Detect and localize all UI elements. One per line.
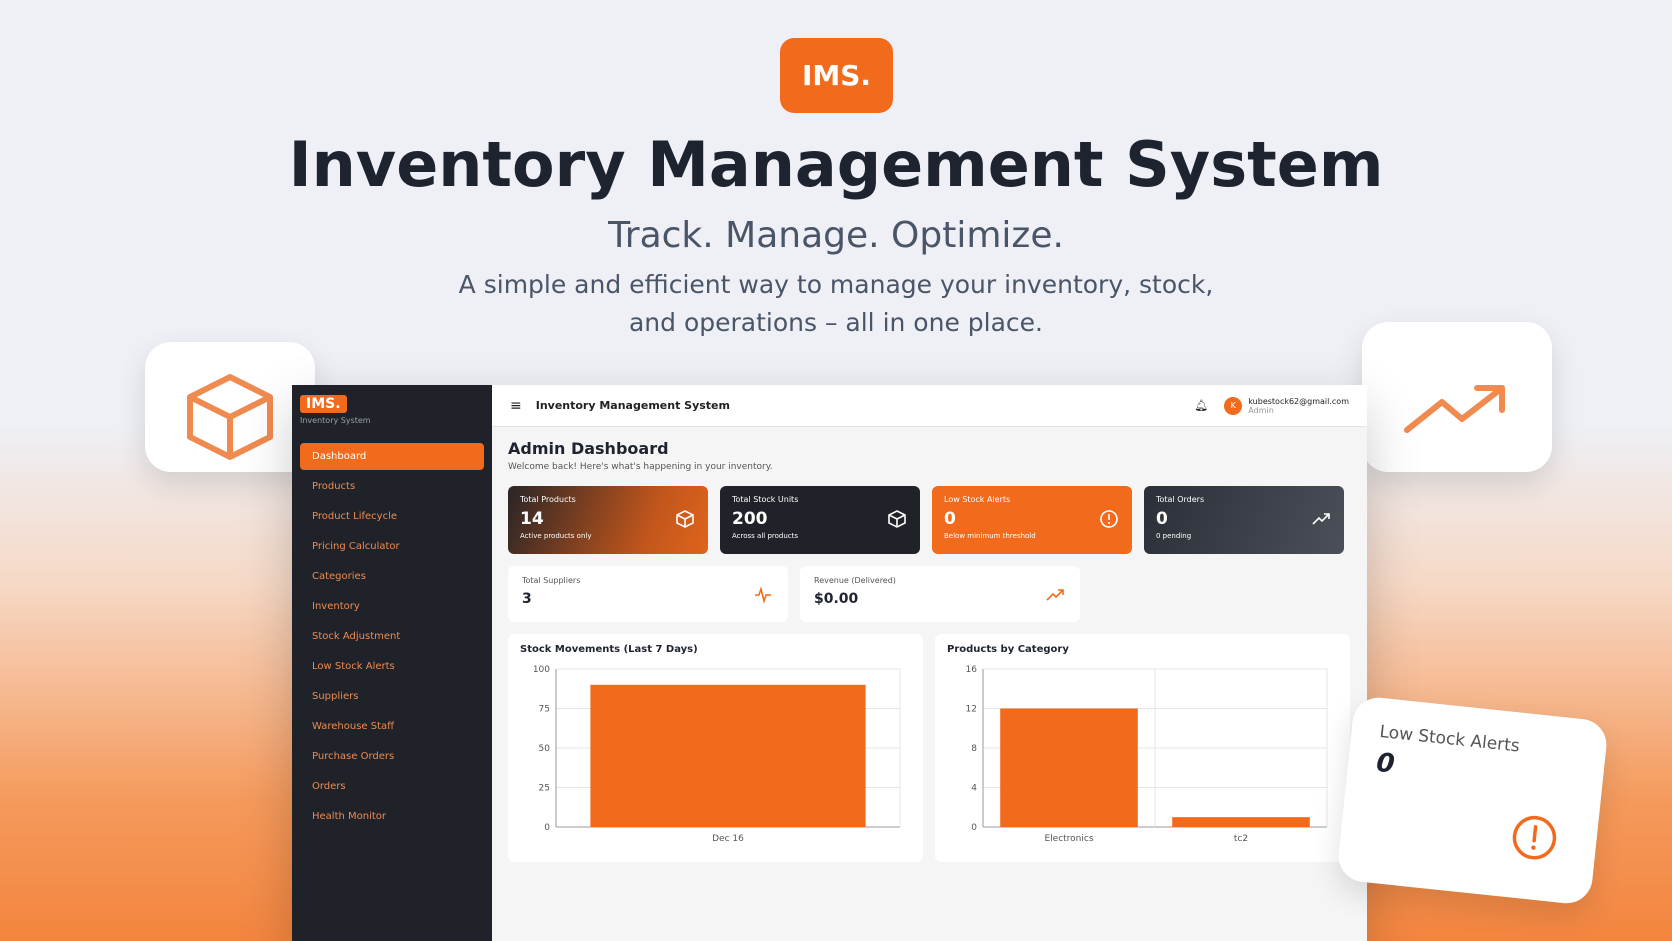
stat-card: Low Stock Alerts 0 Below minimum threshold bbox=[932, 486, 1132, 554]
stat-value: 0 bbox=[1156, 509, 1168, 529]
stat-icon bbox=[888, 510, 906, 528]
chart: 0 4 8 12 16 Electronics tc2 bbox=[966, 665, 1328, 844]
bell-icon[interactable]: 🔔︎ bbox=[1194, 399, 1209, 412]
y-tick-label: 8 bbox=[971, 744, 977, 754]
stat-note: Across all products bbox=[732, 532, 799, 540]
description: A simple and efficient way to manage you… bbox=[458, 270, 1214, 299]
box-card bbox=[145, 342, 315, 472]
box-icon bbox=[187, 374, 273, 460]
y-tick-label: 16 bbox=[966, 665, 978, 675]
stat-icon bbox=[676, 510, 694, 528]
stat-icon bbox=[1312, 513, 1330, 525]
stat-value: $0.00 bbox=[814, 591, 859, 607]
topbar: ≡ Inventory Management System 🔔︎ K kubes… bbox=[492, 385, 1367, 427]
stat-card: Total Stock Units 200 Across all products bbox=[720, 486, 920, 554]
dashboard-title: Admin Dashboard bbox=[508, 439, 669, 458]
user-email: kubestock62@gmail.com bbox=[1248, 396, 1349, 406]
chart: 0 25 50 75 100 Dec 16 bbox=[533, 665, 901, 844]
x-tick-label: tc2 bbox=[1234, 834, 1248, 844]
stat-note: Active products only bbox=[520, 532, 592, 540]
nav-item[interactable]: Product Lifecycle bbox=[312, 511, 398, 522]
y-tick-label: 0 bbox=[544, 823, 550, 833]
y-tick-label: 100 bbox=[533, 665, 550, 675]
tagline: Track. Manage. Optimize. bbox=[608, 215, 1064, 256]
trend-card bbox=[1362, 322, 1552, 472]
stat-label: Revenue (Delivered) bbox=[814, 576, 896, 585]
user-role: Admin bbox=[1248, 405, 1274, 415]
stat-icon bbox=[1100, 510, 1118, 528]
stat-note: 0 pending bbox=[1156, 532, 1192, 540]
menu-icon[interactable]: ≡ bbox=[510, 397, 522, 414]
secondary-stat-card: Revenue (Delivered) $0.00 bbox=[800, 566, 1080, 622]
nav-item[interactable]: Products bbox=[312, 481, 356, 492]
stat-label: Total Stock Units bbox=[732, 495, 799, 504]
bar bbox=[1000, 708, 1138, 827]
stat-label: Total Suppliers bbox=[522, 576, 581, 585]
welcome-text: Welcome back! Here's what's happening in… bbox=[508, 462, 773, 472]
bar bbox=[1172, 817, 1310, 827]
chart-card: Stock Movements (Last 7 Days) 0 25 50 75 100 D… bbox=[508, 634, 923, 862]
nav-item[interactable]: Purchase Orders bbox=[312, 751, 395, 762]
nav-item[interactable]: Health Monitor bbox=[312, 811, 387, 822]
x-tick-label: Electronics bbox=[1044, 834, 1093, 844]
logo: IMS. bbox=[780, 38, 893, 113]
sidebar: IMS. Inventory System Dashboard Products P… bbox=[292, 385, 492, 941]
stat-label: Total Products bbox=[520, 495, 576, 504]
stat-label: Low Stock Alerts bbox=[944, 495, 1011, 504]
stat-card: Total Orders 0 0 pending bbox=[1144, 486, 1344, 554]
alert-icon bbox=[1512, 815, 1557, 860]
y-tick-label: 12 bbox=[966, 705, 977, 715]
sidebar-subtitle: Inventory System bbox=[300, 416, 371, 425]
stat-value: 0 bbox=[944, 509, 956, 529]
stat-icon bbox=[755, 586, 771, 604]
nav-item[interactable]: Low Stock Alerts bbox=[312, 661, 395, 672]
nav-item[interactable]: Stock Adjustment bbox=[312, 631, 401, 642]
stat-value: 3 bbox=[522, 591, 532, 607]
nav-item[interactable]: Categories bbox=[312, 571, 366, 582]
nav-item[interactable]: Warehouse Staff bbox=[312, 721, 395, 732]
chart-title: Products by Category bbox=[947, 644, 1069, 655]
chart-title: Stock Movements (Last 7 Days) bbox=[520, 644, 698, 655]
nav-item[interactable]: Dashboard bbox=[300, 443, 484, 470]
nav-item[interactable]: Orders bbox=[312, 781, 346, 792]
low-stock-card: Low Stock Alerts 0 bbox=[1336, 695, 1609, 906]
stat-icon bbox=[1046, 589, 1064, 601]
topbar-title: Inventory Management System bbox=[535, 399, 730, 412]
avatar[interactable]: K bbox=[1224, 396, 1243, 415]
secondary-stat-card: Total Suppliers 3 bbox=[508, 566, 788, 622]
stat-label: Total Orders bbox=[1156, 495, 1205, 504]
y-tick-label: 4 bbox=[971, 784, 977, 794]
y-tick-label: 75 bbox=[539, 705, 550, 715]
stat-value: 14 bbox=[520, 509, 544, 529]
y-tick-label: 50 bbox=[539, 744, 551, 754]
stat-note: Below minimum threshold bbox=[944, 532, 1036, 540]
bar bbox=[590, 684, 866, 827]
x-tick-label: Dec 16 bbox=[712, 834, 744, 844]
low-stock-value: 0 bbox=[1374, 747, 1396, 780]
trend-icon bbox=[1404, 385, 1505, 433]
hero-title: Inventory Management System bbox=[288, 128, 1384, 201]
low-stock-label: Low Stock Alerts bbox=[1378, 721, 1521, 757]
dashboard-window: IMS. Inventory System Dashboard Products P… bbox=[292, 385, 1367, 941]
chart-card: Products by Category 0 4 8 12 16 Electronics tc… bbox=[935, 634, 1350, 862]
nav-item[interactable]: Pricing Calculator bbox=[312, 541, 400, 552]
stat-card: Total Products 14 Active products only bbox=[508, 486, 708, 554]
nav-item[interactable]: Suppliers bbox=[312, 691, 359, 702]
description: and operations – all in one place. bbox=[628, 308, 1043, 337]
stat-value: 200 bbox=[732, 509, 768, 529]
sidebar-logo: IMS. bbox=[300, 395, 347, 413]
nav-item[interactable]: Inventory bbox=[312, 601, 360, 612]
y-tick-label: 0 bbox=[971, 823, 977, 833]
y-tick-label: 25 bbox=[539, 784, 550, 794]
